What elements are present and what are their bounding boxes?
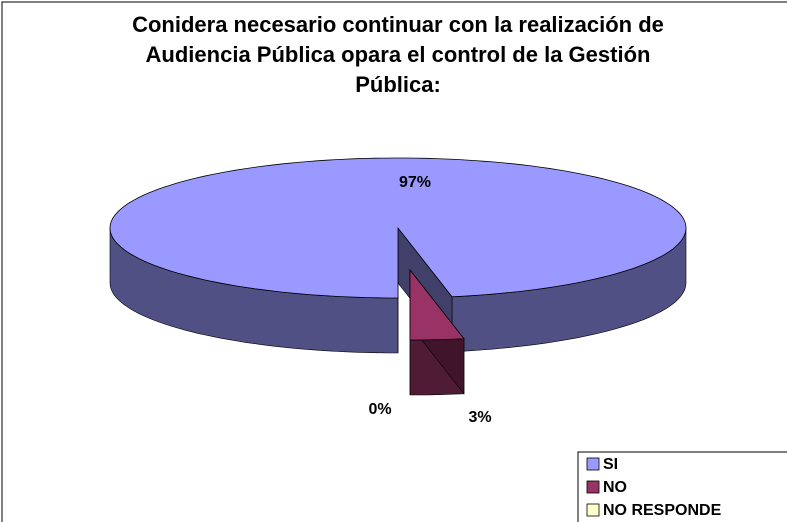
pie-slice: [409, 268, 465, 341]
data-label: 3%: [468, 409, 491, 426]
legend-label: NO: [603, 479, 627, 496]
data-label: 97%: [399, 174, 431, 191]
pie-slice: [109, 157, 687, 299]
legend-label: NO RESPONDE: [603, 502, 722, 519]
legend-swatch: [586, 457, 600, 471]
data-label: 0%: [368, 401, 391, 418]
chart-title: Conidera necesario continuar con la real…: [132, 12, 664, 97]
legend-swatch: [586, 503, 600, 517]
legend-box: [577, 451, 787, 522]
legend-swatch: [586, 480, 600, 494]
legend-label: SI: [603, 456, 618, 473]
